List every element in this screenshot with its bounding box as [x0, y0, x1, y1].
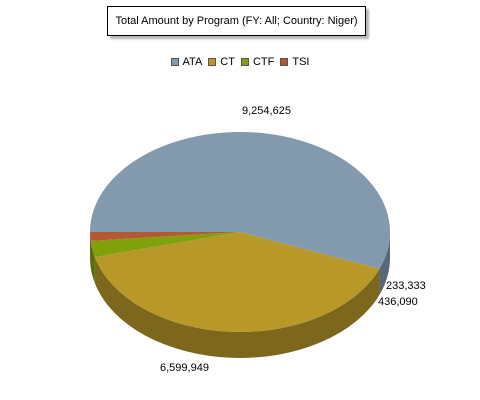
legend-label-ctf: CTF — [252, 56, 275, 68]
data-label-ctf: 436,090 — [378, 296, 418, 308]
pie-side-ata — [379, 232, 391, 295]
chart-title: Total Amount by Program (FY: All; Countr… — [107, 6, 366, 36]
legend-item-ct: CT — [208, 56, 235, 68]
data-label-ata: 9,254,625 — [242, 105, 291, 117]
legend-swatch-tsi — [280, 58, 289, 66]
legend-label-ata: ATA — [182, 56, 203, 68]
legend-item-tsi: TSI — [280, 56, 309, 68]
pie-side-ctf — [90, 240, 95, 284]
legend-swatch-ctf — [240, 58, 249, 66]
pie-side-ct — [94, 257, 380, 358]
legend-item-ctf: CTF — [240, 56, 275, 68]
legend-swatch-ata — [170, 58, 179, 66]
pie-slice-ata — [89, 131, 390, 269]
pie-slice-tsi — [90, 232, 240, 241]
data-label-ct: 6,599,949 — [160, 362, 209, 374]
pie-side-tsi — [90, 232, 91, 267]
data-label-tsi: 233,333 — [386, 280, 426, 292]
pie-top — [89, 131, 390, 332]
chart-legend: ATA CT CTF TSI — [0, 56, 480, 68]
pie-slice-ctf — [90, 232, 240, 258]
pie-slice-ct — [94, 232, 380, 332]
legend-label-ct: CT — [220, 56, 235, 68]
pie-labels: 9,254,625 6,599,949 436,090 233,333 — [160, 105, 426, 374]
legend-item-ata: ATA — [170, 56, 203, 68]
legend-label-tsi: TSI — [292, 56, 310, 68]
legend-swatch-ct — [208, 58, 217, 66]
pie-sides — [90, 232, 391, 358]
